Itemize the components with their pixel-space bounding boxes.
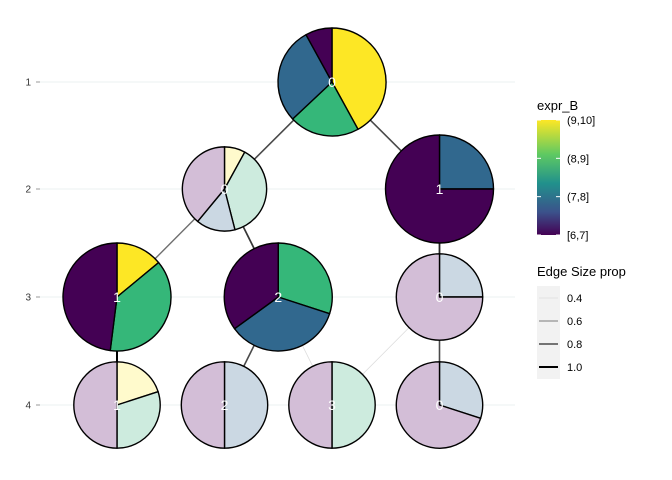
pie-slice: [277, 33, 333, 120]
pie-slice: [223, 242, 279, 330]
pie-slice: [438, 361, 484, 420]
color-legend-bar: [537, 120, 560, 235]
pie-slice: [233, 296, 331, 352]
size-legend-label: 0.6: [567, 316, 582, 328]
pie-slice: [116, 361, 159, 406]
color-legend-label: [6,7]: [567, 230, 588, 242]
pie-slice: [395, 253, 484, 341]
pie-slice: [109, 261, 172, 352]
pie-slice: [305, 27, 333, 83]
color-legend-label: (8,9]: [567, 153, 589, 165]
pie-slice: [223, 151, 268, 231]
node-label: 0: [436, 397, 444, 413]
y-axis-ticks: 1 2 3 4: [25, 78, 40, 412]
node-label: 1: [113, 397, 121, 413]
pie-slice: [331, 27, 387, 131]
pie-slice: [438, 253, 484, 298]
node-label: 2: [274, 289, 282, 305]
y-tick-label: 4: [25, 401, 31, 412]
color-legend: expr_B (9,10] (8,9] (7,8] [6,7]: [537, 98, 595, 242]
pie-slice: [291, 81, 359, 137]
color-legend-label: (9,10]: [567, 115, 595, 127]
pie-slice: [288, 361, 333, 449]
node-label: 3: [328, 397, 336, 413]
y-tick-label: 3: [25, 293, 31, 304]
pie-slice: [438, 134, 495, 190]
nodes: 0 0 1 1 2 0 1 2 3 0: [62, 27, 495, 449]
node: 1: [62, 242, 172, 352]
pie-slice: [62, 242, 118, 352]
node: 0: [395, 253, 484, 341]
node: 0: [181, 146, 268, 232]
pie-slice: [384, 134, 495, 244]
size-legend-label: 1.0: [567, 362, 582, 374]
node: 2: [223, 242, 333, 352]
y-tick-label: 2: [25, 185, 31, 196]
pie-slice: [181, 146, 226, 223]
node-label: 2: [221, 397, 229, 413]
node-label: 0: [328, 74, 336, 90]
y-tick-label: 1: [25, 78, 31, 89]
pie-slice: [116, 390, 161, 449]
node: 1: [384, 134, 495, 244]
node-label: 1: [436, 181, 444, 197]
pie-slice: [331, 361, 376, 449]
node: 0: [277, 27, 387, 137]
pie-slice: [395, 361, 482, 449]
size-legend: Edge Size prop 0.4 0.6 0.8 1.0: [537, 264, 626, 379]
node-label: 1: [113, 289, 121, 305]
pie-slice: [180, 361, 226, 449]
node: 2: [180, 361, 269, 449]
pie-slice: [73, 361, 118, 449]
size-legend-label: 0.4: [567, 293, 582, 305]
node-label: 0: [436, 289, 444, 305]
node-label: 0: [221, 181, 229, 197]
color-legend-label: (7,8]: [567, 192, 589, 204]
color-legend-title: expr_B: [537, 98, 578, 113]
pie-slice: [277, 242, 333, 315]
node: 1: [73, 361, 161, 449]
pie-slice: [223, 361, 269, 449]
size-legend-key-background: [537, 286, 560, 379]
size-legend-label: 0.8: [567, 339, 582, 351]
node: 3: [288, 361, 376, 449]
node: 0: [395, 361, 484, 449]
size-legend-title: Edge Size prop: [537, 264, 626, 279]
